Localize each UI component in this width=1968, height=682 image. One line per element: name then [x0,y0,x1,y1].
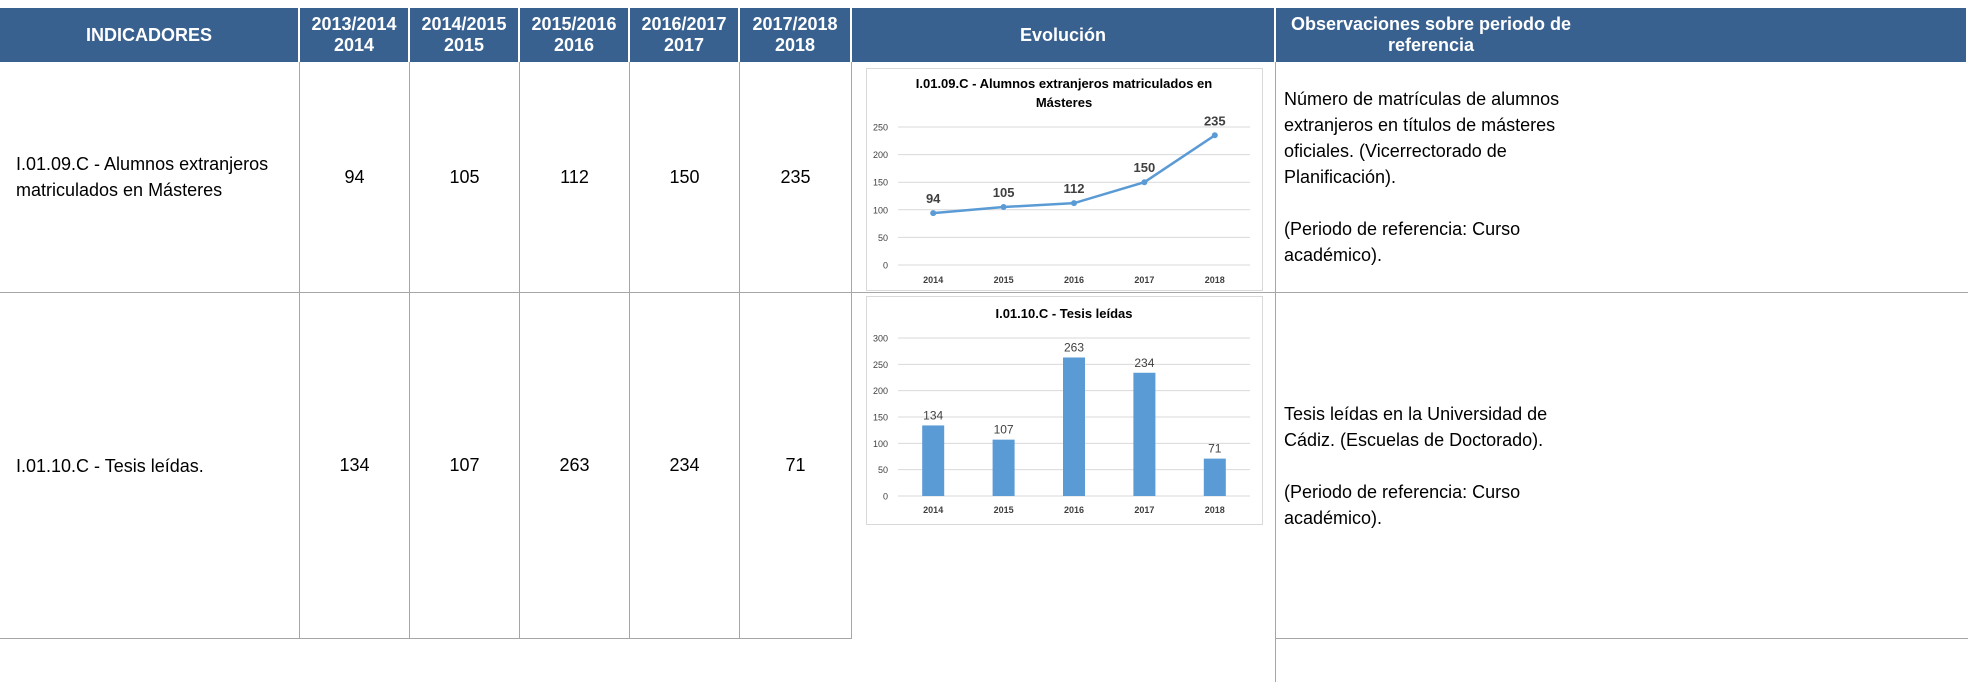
notes-cell: Tesis leídas en la Universidad de Cádiz.… [1276,293,1968,639]
value-cell: 134 [300,293,410,639]
value-cell: 234 [630,293,740,639]
x-tick-label: 2014 [923,505,943,515]
header-cell: 2016/2017 2017 [630,8,740,62]
x-tick-label: 2014 [923,275,943,285]
y-tick-label: 100 [873,439,888,449]
header-text: 2018 [774,35,816,55]
data-label: 71 [1208,442,1222,456]
y-tick-label: 250 [873,123,888,133]
y-tick-label: 200 [873,386,888,396]
x-tick-label: 2017 [1134,505,1154,515]
data-label: 235 [1204,113,1226,128]
point [1071,200,1077,207]
header-text: 2017 [663,35,705,55]
header-text: 2014 [333,35,375,55]
data-label: 234 [1134,356,1154,370]
value-cell: 150 [630,62,740,293]
x-tick-label: 2018 [1205,505,1225,515]
bar [1203,458,1226,496]
bar [992,439,1015,496]
point [1141,179,1148,186]
point [1211,132,1218,139]
header-text: 2015 [443,35,485,55]
header-cell: 2014/2015 2015 [410,8,520,62]
value-cell: 263 [520,293,630,639]
header-text: 2014/2015 [421,14,507,34]
header-cell: 2015/2016 2016 [520,8,630,62]
y-tick-label: 300 [873,334,888,344]
value-cell: 112 [520,62,630,293]
chart-cell [852,293,1276,682]
data-label: 94 [926,191,941,206]
note: Número de matrículas de alumnos extranje… [1284,89,1560,187]
point [1000,204,1007,211]
x-tick-label: 2016 [1064,275,1084,285]
indicator-cell: I.01.10.C - Tesis leídas. [0,293,300,639]
value-cell: 235 [740,62,852,293]
notes-cell: Número de matrículas de alumnos extranje… [1276,62,1968,293]
value-cell: 105 [410,62,520,293]
value-cell: 94 [300,62,410,293]
indicator-cell: I.01.09.C - Alumnos extranjeros matricul… [0,62,300,293]
header-text: 2017/2018 [752,14,838,34]
y-tick-label: 0 [883,492,888,502]
bar [1133,372,1156,496]
chart-frame [866,68,1263,291]
y-tick-label: 50 [878,233,888,243]
y-tick-label: 100 [873,205,888,215]
y-tick-label: 200 [873,150,888,160]
x-tick-label: 2015 [994,275,1014,285]
y-tick-label: 50 [878,465,888,475]
chart-title: I.01.09.C - Alumnos extranjeros matricul… [915,76,1213,110]
x-tick-label: 2017 [1134,275,1154,285]
x-tick-label: 2018 [1205,275,1225,285]
header-text: 2013/2014 [311,14,397,34]
value-cell: 107 [410,293,520,639]
header-text: 2015/2016 [531,14,617,34]
data-label: 150 [1134,160,1156,175]
notes: Número de matrículas de alumnos extranje… [1284,86,1574,268]
header-text: 2016/2017 [641,14,727,34]
note: (Periodo de referencia: Curso académico)… [1284,219,1521,265]
chart-cell [852,62,1276,293]
x-tick-label: 2015 [994,505,1014,515]
header-cell: 2013/2014 2014 [300,8,410,62]
header-text: 2016 [553,35,595,55]
value-cell: 71 [740,293,852,639]
note: Tesis leídas en la Universidad de Cádiz.… [1284,403,1548,450]
notes: Tesis leídas en la Universidad de Cádiz.… [1284,401,1574,531]
header-text: INDICADORES [85,24,212,45]
y-tick-label: 0 [883,261,888,271]
bar [922,425,945,496]
note: (Periodo de referencia: Curso académico)… [1284,481,1521,528]
chart-title: I.01.10.C - Tesis leídas [995,306,1133,321]
point [930,210,937,217]
data-label: 112 [1064,181,1085,196]
y-tick-label: 150 [873,178,888,188]
header-cell: INDICADORES [0,8,300,62]
header-cell: 2017/2018 2018 [740,8,852,62]
header-cell: Observaciones sobre periodo de referenci… [1276,8,1968,62]
header-text: Observaciones sobre periodo de referenci… [1290,14,1572,55]
data-label: 134 [923,408,943,422]
y-tick-label: 150 [873,413,888,423]
bar [1063,357,1085,496]
y-tick-label: 250 [873,360,888,370]
header-cell: Evolución [852,8,1276,62]
data-label: 263 [1064,340,1084,354]
data-label: 105 [993,185,1015,200]
data-label: 107 [994,423,1014,437]
x-tick-label: 2016 [1064,505,1084,515]
header-text: Evolución [1019,24,1106,45]
